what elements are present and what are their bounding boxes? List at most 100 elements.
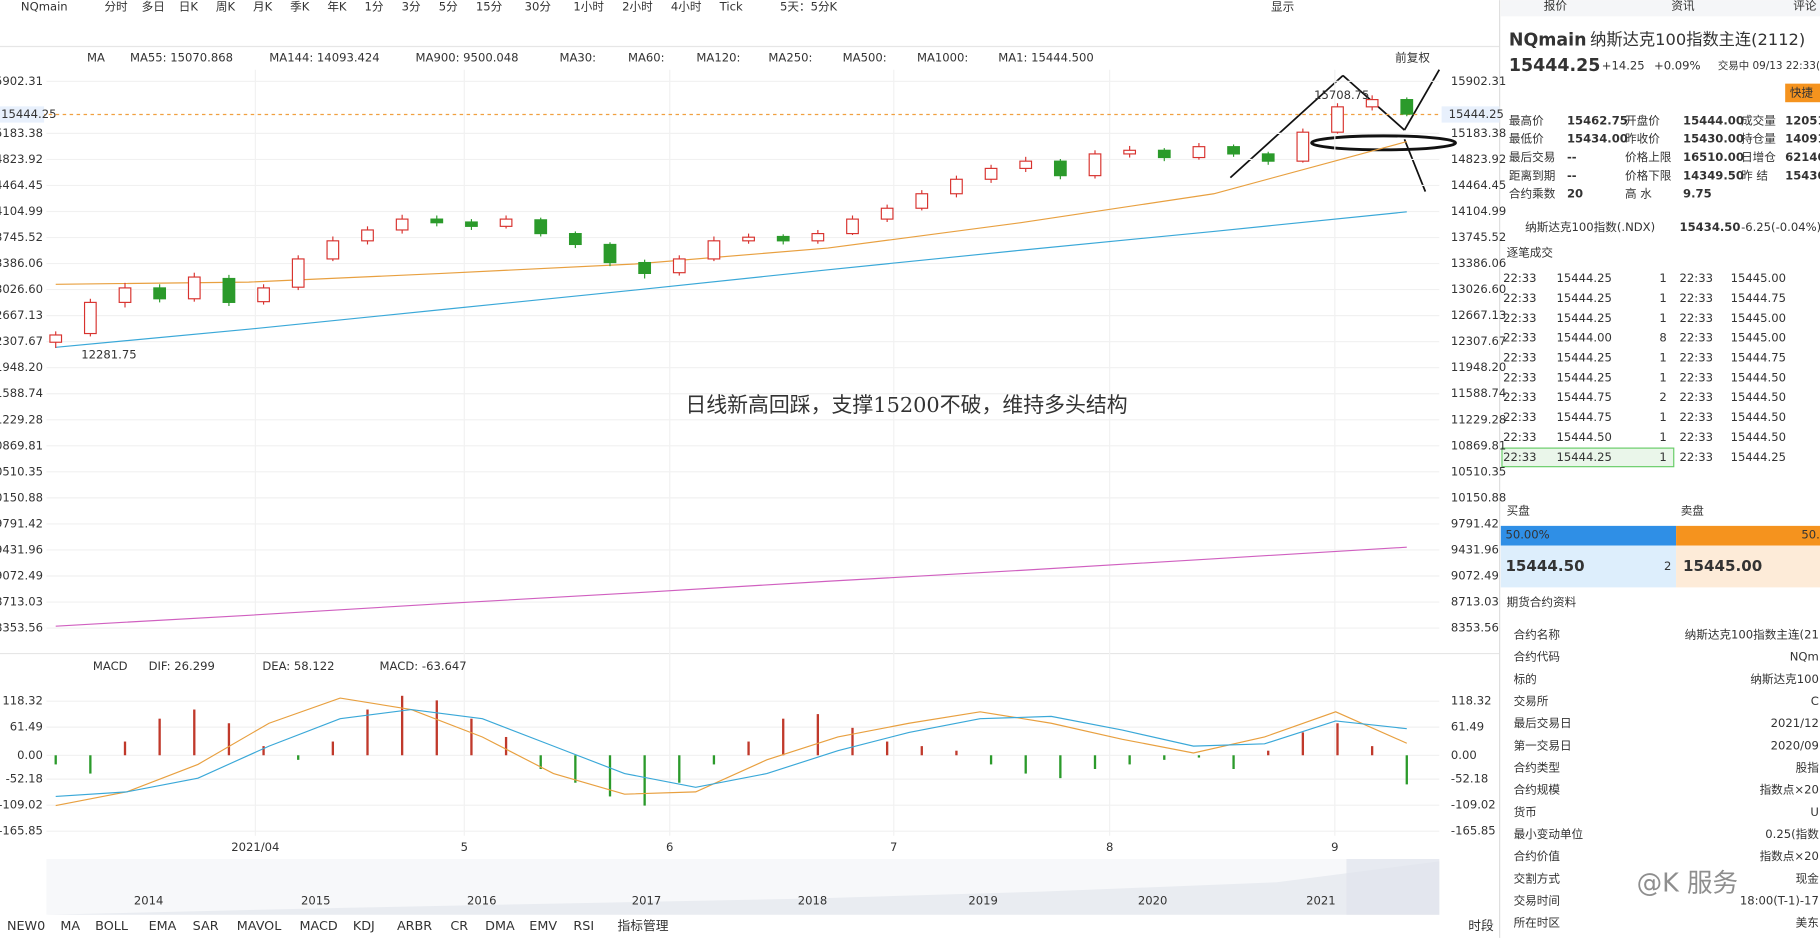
- toolbar-item[interactable]: NQmain: [21, 0, 68, 14]
- trade-cell: 22:33: [1680, 291, 1713, 305]
- toolbar-item[interactable]: Tick: [719, 0, 743, 14]
- indicator-tab[interactable]: 指标管理: [618, 919, 669, 934]
- bid: 15444.50: [1505, 557, 1584, 575]
- candle-body: [153, 287, 167, 300]
- trade-cell: 15444.25: [1557, 450, 1612, 464]
- toolbar-item[interactable]: 月K: [253, 0, 273, 14]
- info-label: 合约价值: [1514, 849, 1561, 863]
- stat-value: 15462.75: [1567, 113, 1628, 127]
- toolbar-item[interactable]: 2小时: [622, 0, 653, 14]
- y-tick-label: 14464.45: [0, 178, 43, 192]
- panel-tab[interactable]: 资讯: [1671, 0, 1695, 12]
- ma-legend: MA1: 15444.500: [998, 51, 1094, 65]
- status: 交易中 09/13 22:33(: [1718, 59, 1820, 72]
- indicator-tab[interactable]: BOLL: [95, 919, 129, 934]
- indicator-tab[interactable]: 时段: [1468, 919, 1494, 934]
- toolbar-item[interactable]: 多日: [142, 0, 165, 14]
- toolbar-item[interactable]: 年K: [327, 0, 347, 14]
- indicator-tab[interactable]: NEW0: [7, 919, 45, 934]
- stat-label: 开盘价: [1625, 113, 1660, 127]
- indicator-tab[interactable]: DMA: [485, 919, 515, 934]
- toolbar-item[interactable]: 日K: [179, 0, 199, 14]
- quick-btn[interactable]: [1785, 83, 1820, 103]
- y-tick-label: 61.49: [10, 720, 43, 734]
- toolbar-item[interactable]: 5天：5分K: [780, 0, 838, 14]
- info-value: 指数点×20: [1760, 783, 1819, 797]
- indicator-tab[interactable]: ARBR: [397, 919, 432, 934]
- toolbar-item[interactable]: 15分: [476, 0, 503, 14]
- drawn-arrow: [1403, 69, 1441, 131]
- stat-value: 15434.00: [1567, 132, 1628, 146]
- y-tick-label: 14104.99: [0, 204, 43, 218]
- indicator-tab[interactable]: RSI: [573, 919, 594, 934]
- toolbar-item[interactable]: 周K: [216, 0, 236, 14]
- trade-highlight: [1501, 447, 1675, 468]
- candle-body: [1331, 106, 1344, 133]
- candle-body: [707, 240, 721, 260]
- y-tick-label: 13026.60: [0, 282, 43, 296]
- ask-box: [1676, 545, 1820, 588]
- ma-legend: MA30:: [559, 51, 596, 65]
- candle-body: [430, 218, 444, 224]
- candle-body: [49, 334, 63, 343]
- candle-body: [1019, 160, 1033, 169]
- indicator-tab[interactable]: KDJ: [353, 919, 375, 934]
- panel-tab[interactable]: 评论: [1793, 0, 1817, 12]
- info-value: 18:00(T-1)-17: [1740, 894, 1819, 908]
- indicator-tab[interactable]: EMV: [529, 919, 557, 934]
- navigator-label: 2016: [467, 893, 497, 907]
- toolbar-item[interactable]: 分时: [104, 0, 128, 14]
- toolbar-item[interactable]: 显示: [1271, 0, 1294, 14]
- y-tick-label: 13026.60: [1451, 282, 1506, 296]
- toolbar-item[interactable]: 1小时: [573, 0, 604, 14]
- trade-cell: 1: [1659, 271, 1666, 285]
- y-tick-label: 12307.67: [0, 334, 43, 348]
- indicator-tab[interactable]: MAVOL: [237, 919, 282, 934]
- toolbar-item[interactable]: 1分: [364, 0, 383, 14]
- macd-legend: MACD: [93, 659, 128, 673]
- trade-cell: 15444.25: [1557, 271, 1612, 285]
- indicator-tab[interactable]: EMA: [149, 919, 177, 934]
- stat-value: 9.75: [1683, 187, 1712, 201]
- trade-cell: 22:33: [1503, 351, 1536, 365]
- stat-label: 最低价: [1509, 132, 1544, 146]
- index-change: -6.25(-0.04%): [1741, 220, 1820, 234]
- trade-cell: 15444.25: [1557, 311, 1612, 325]
- indicator-tab[interactable]: SAR: [193, 919, 219, 934]
- candle-body: [499, 218, 513, 227]
- candle-body: [1088, 153, 1102, 177]
- candle-body: [880, 207, 894, 220]
- trade-cell: 2: [1659, 390, 1666, 404]
- indicator-tab[interactable]: MACD: [299, 919, 337, 934]
- toolbar-item[interactable]: 3分: [402, 0, 421, 14]
- panel-tab[interactable]: 报价: [1544, 0, 1568, 12]
- bid-vol: 2: [1664, 559, 1671, 573]
- section-title: 逐笔成交: [1507, 246, 1554, 260]
- y-tick-label: 9431.96: [0, 542, 43, 556]
- y-tick-label: 118.32: [1451, 694, 1492, 708]
- info-label: 交易时间: [1514, 894, 1560, 908]
- y-tick-label: 15902.31: [1451, 74, 1506, 88]
- y-tick-label: 12667.13: [1451, 308, 1506, 322]
- y-tick-label: 8353.56: [0, 621, 43, 635]
- trade-cell: 15444.25: [1557, 291, 1612, 305]
- indicator-tab[interactable]: CR: [450, 919, 468, 934]
- toolbar-item[interactable]: 4小时: [671, 0, 702, 14]
- restore-mode[interactable]: 前复权: [1395, 51, 1430, 65]
- ma-legend: MA250:: [768, 51, 812, 65]
- ma-legend: MA: [87, 51, 105, 65]
- bid-box: [1500, 545, 1677, 588]
- trade-cell: 1: [1659, 430, 1666, 444]
- toolbar-item[interactable]: 季K: [290, 0, 310, 14]
- index-name[interactable]: 纳斯达克100指数(.NDX): [1525, 220, 1655, 234]
- candle-body: [395, 218, 409, 231]
- toolbar-item[interactable]: 5分: [439, 0, 458, 14]
- drawn-ellipse: [1310, 134, 1457, 152]
- indicator-tab[interactable]: MA: [60, 919, 80, 934]
- navigator-label: 2014: [134, 893, 164, 907]
- quick-btn-label[interactable]: 快捷: [1790, 85, 1814, 99]
- candle-body: [672, 258, 686, 274]
- toolbar-item[interactable]: 30分: [525, 0, 552, 14]
- navigator-window[interactable]: [1346, 859, 1440, 915]
